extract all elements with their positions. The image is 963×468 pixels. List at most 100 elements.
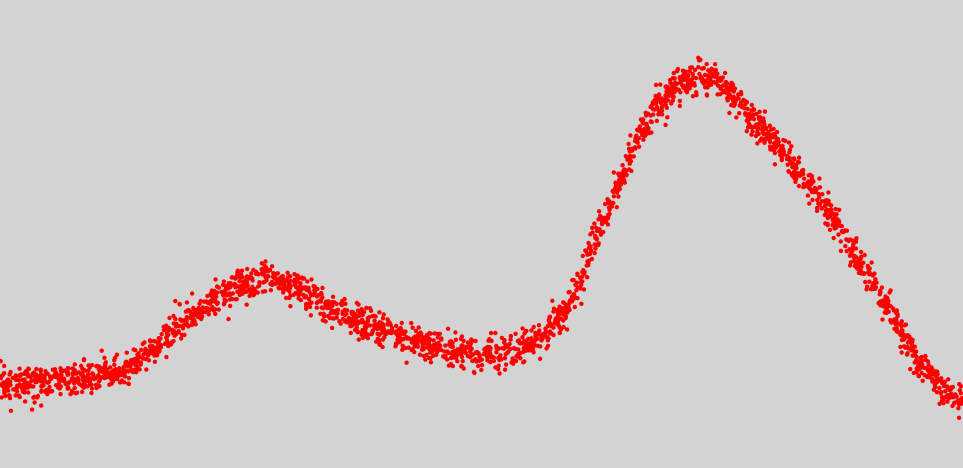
data-point — [615, 205, 619, 209]
data-point — [25, 382, 29, 386]
data-point — [739, 105, 743, 109]
data-point — [152, 339, 156, 343]
data-point — [427, 347, 431, 351]
data-point — [361, 336, 365, 340]
data-point — [13, 393, 17, 397]
data-point — [446, 350, 450, 354]
data-point — [721, 75, 725, 79]
data-point — [706, 83, 710, 87]
data-point — [935, 370, 939, 374]
data-point — [367, 315, 371, 319]
data-point — [335, 312, 339, 316]
data-point — [827, 202, 831, 206]
data-point — [30, 372, 34, 376]
data-point — [360, 312, 364, 316]
data-point — [595, 229, 599, 233]
data-point — [792, 170, 796, 174]
data-point — [532, 325, 536, 329]
data-point — [47, 385, 51, 389]
data-point — [583, 248, 587, 252]
data-point — [222, 297, 226, 301]
data-point — [461, 359, 465, 363]
data-point — [832, 236, 836, 240]
data-point — [836, 232, 840, 236]
data-point — [721, 83, 725, 87]
data-point — [866, 264, 870, 268]
data-point — [82, 368, 86, 372]
data-point — [349, 331, 353, 335]
data-point — [486, 354, 490, 358]
data-point — [9, 409, 13, 413]
data-point — [47, 389, 51, 393]
data-point — [797, 184, 801, 188]
data-point — [660, 112, 664, 116]
data-point — [341, 317, 345, 321]
data-point — [393, 330, 397, 334]
data-point — [731, 97, 735, 101]
data-point — [360, 307, 364, 311]
data-point — [645, 128, 649, 132]
data-point — [86, 379, 90, 383]
data-point — [124, 361, 128, 365]
data-point — [125, 351, 129, 355]
data-point — [725, 81, 729, 85]
data-point — [940, 400, 944, 404]
data-point — [401, 337, 405, 341]
data-point — [590, 230, 594, 234]
data-point — [641, 128, 645, 132]
data-point — [677, 88, 681, 92]
data-point — [375, 332, 379, 336]
data-point — [629, 169, 633, 173]
data-point — [70, 376, 74, 380]
data-point — [544, 330, 548, 334]
data-point — [449, 356, 453, 360]
data-point — [848, 263, 852, 267]
data-point — [572, 278, 576, 282]
data-point — [644, 111, 648, 115]
data-point — [806, 193, 810, 197]
data-point — [222, 302, 226, 306]
data-point — [167, 316, 171, 320]
data-point — [789, 144, 793, 148]
data-point — [580, 270, 584, 274]
data-point — [213, 312, 217, 316]
data-point — [681, 69, 685, 73]
data-point — [596, 243, 600, 247]
data-point — [296, 296, 300, 300]
data-point — [641, 117, 645, 121]
data-point — [311, 293, 315, 297]
data-point — [498, 353, 502, 357]
data-point — [759, 136, 763, 140]
data-point — [406, 336, 410, 340]
data-point — [839, 239, 843, 243]
data-point — [494, 350, 498, 354]
data-point — [585, 275, 589, 279]
data-point — [2, 391, 6, 395]
data-point — [663, 85, 667, 89]
data-point — [439, 337, 443, 341]
data-point — [377, 310, 381, 314]
data-point — [182, 323, 186, 327]
data-point — [468, 342, 472, 346]
data-point — [243, 290, 247, 294]
data-point — [522, 359, 526, 363]
data-point — [663, 123, 667, 127]
data-point — [157, 336, 161, 340]
data-point — [507, 342, 511, 346]
data-point — [927, 367, 931, 371]
data-point — [579, 280, 583, 284]
data-point — [298, 281, 302, 285]
data-point — [754, 134, 758, 138]
data-point — [511, 362, 515, 366]
data-point — [837, 208, 841, 212]
data-point — [510, 356, 514, 360]
data-point — [611, 190, 615, 194]
data-point — [705, 92, 709, 96]
data-point — [215, 285, 219, 289]
data-point — [737, 111, 741, 115]
data-point — [865, 284, 869, 288]
data-point — [605, 197, 609, 201]
data-point — [207, 312, 211, 316]
data-point — [939, 390, 943, 394]
